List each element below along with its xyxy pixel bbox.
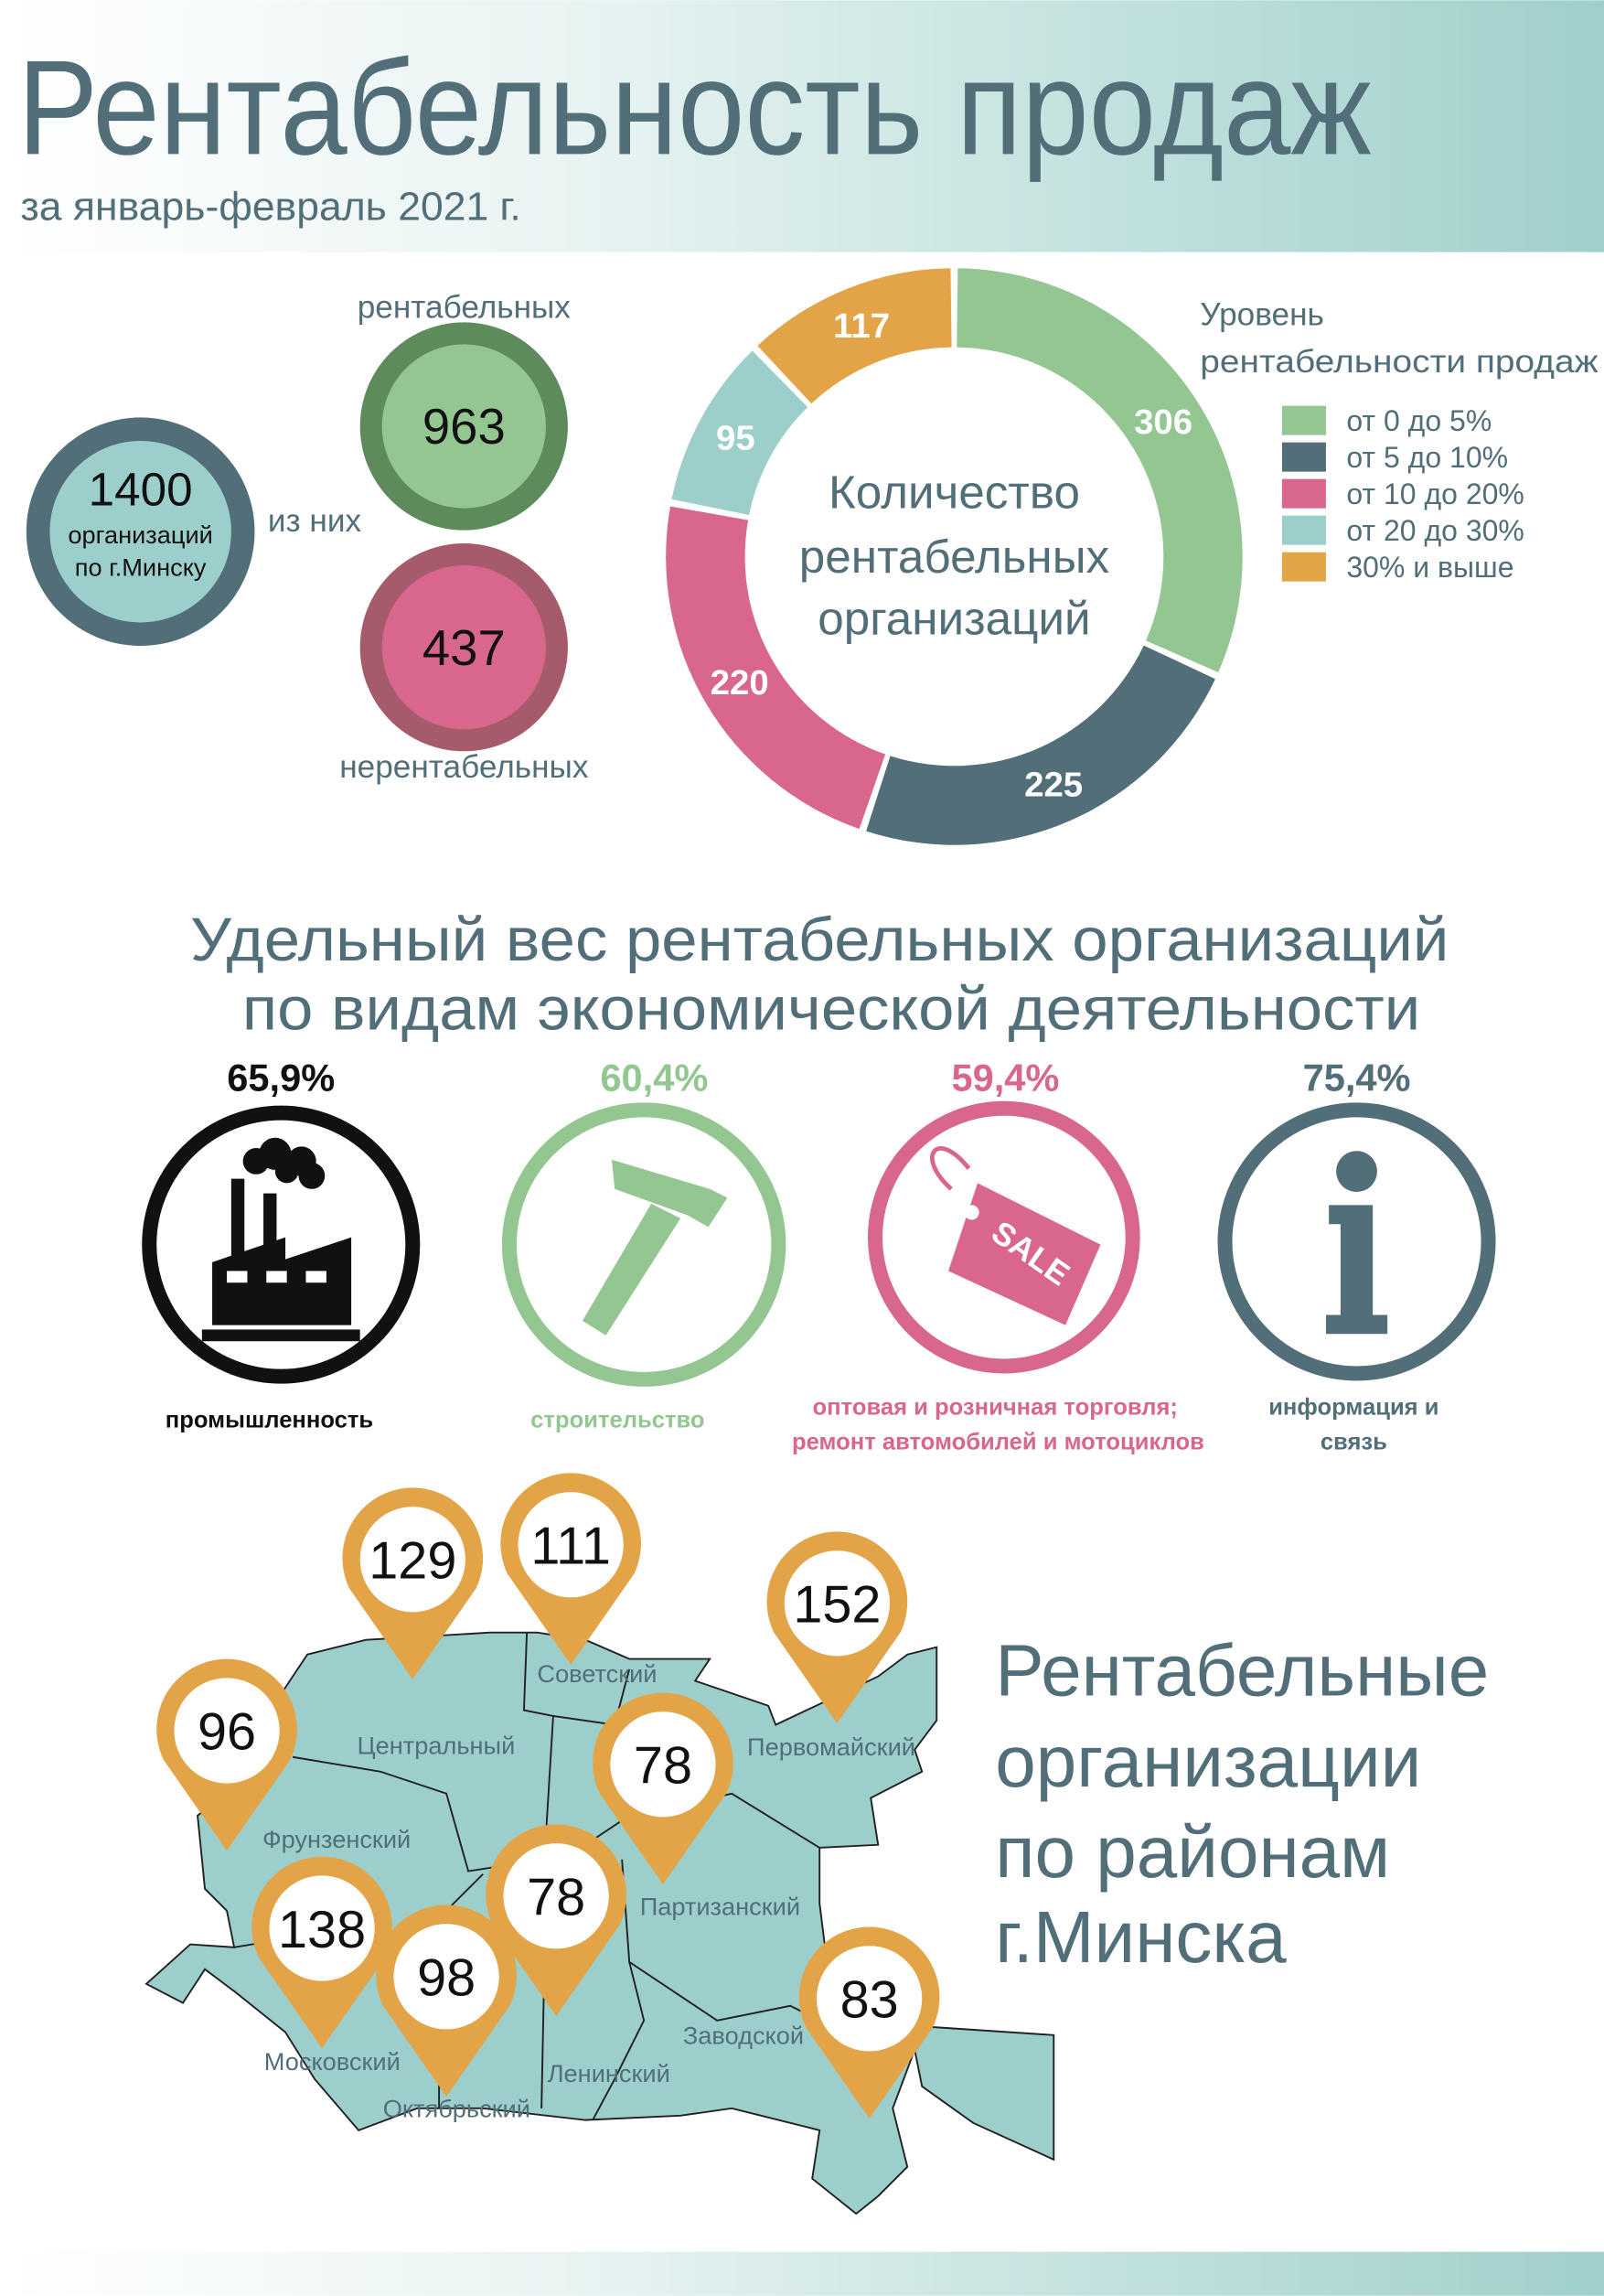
page-title: Рентабельность продаж	[17, 33, 1371, 183]
unprofitable-label: нерентабельных	[339, 749, 589, 785]
header-band	[0, 0, 1604, 252]
map-title-line-4: г.Минска	[995, 1896, 1287, 1978]
activity-label-1: оптовая и розничная торговля;	[813, 1394, 1178, 1420]
map-pin-icon: 138	[251, 1856, 392, 2049]
total-label-2: по г.Минску	[75, 553, 207, 581]
donut-center-text: Количество рентабельных организаций	[799, 467, 1110, 645]
map-pin-icon: 98	[376, 1904, 517, 2098]
map-pin-icon: 83	[798, 1926, 940, 2119]
total-organizations-circle: 1400 организаций по г.Минску	[26, 417, 255, 647]
hammer-icon	[582, 1159, 728, 1336]
district-value: 96	[198, 1703, 256, 1762]
map-pins: 129 111 152 96 78 78 138 98 83	[156, 1473, 940, 2119]
map-pin-icon: 78	[486, 1824, 626, 2017]
district-value: 152	[793, 1576, 881, 1635]
activity-label: строительство	[530, 1408, 704, 1433]
legend-title-2: рентабельности продаж	[1200, 344, 1599, 380]
donut-value-label: 117	[833, 306, 890, 346]
donut-center-line-3: организаций	[818, 592, 1090, 644]
donut-chart: 306 225 220 95 117	[666, 268, 1243, 845]
map-pin-icon: 96	[156, 1658, 297, 1851]
district-value: 129	[369, 1532, 456, 1591]
map-title-line-1: Рентабельные	[995, 1630, 1489, 1711]
page-subtitle: за январь-февраль 2021 г.	[20, 185, 520, 229]
unprofitable-value: 437	[422, 620, 506, 676]
activity-percent: 75,4%	[1303, 1057, 1411, 1100]
legend-label: от 10 до 20%	[1346, 477, 1524, 510]
activity-label-1: информация и	[1268, 1394, 1438, 1420]
activity-trade: 59,4% SALE оптовая и розничная торговля;…	[792, 1057, 1204, 1455]
legend-swatch	[1281, 515, 1326, 545]
profitable-circle: 963	[359, 322, 568, 531]
activity-title-2: по видам экономической деятельности	[242, 974, 1420, 1043]
district-value: 78	[634, 1737, 692, 1796]
profitable-value: 963	[422, 399, 506, 455]
footer-band	[0, 2251, 1604, 2296]
legend-label: 30% и выше	[1346, 551, 1513, 584]
legend-label: от 5 до 10%	[1346, 441, 1508, 474]
unprofitable-circle: 437	[359, 543, 568, 752]
total-value: 1400	[89, 463, 193, 515]
activity-percent: 59,4%	[951, 1057, 1059, 1100]
donut-center-line-1: Количество	[829, 467, 1080, 519]
district-label-partizansky: Партизанский	[640, 1893, 800, 1921]
donut-value-label: 220	[711, 663, 769, 703]
legend-label: от 20 до 30%	[1346, 514, 1524, 547]
district-label-sovetsky: Советский	[537, 1659, 657, 1688]
donut-value-label: 225	[1024, 766, 1083, 805]
district-value: 111	[530, 1518, 611, 1576]
total-label-1: организаций	[68, 520, 212, 549]
district-value: 138	[278, 1901, 366, 1959]
legend-swatch	[1281, 405, 1326, 435]
of-them-label: из них	[268, 503, 362, 539]
activity-label-2: ремонт автомобилей и мотоциклов	[792, 1430, 1204, 1455]
legend-swatch	[1281, 478, 1326, 509]
donut-segment	[866, 645, 1215, 845]
activity-information: 75,4% информация и связь	[1217, 1057, 1496, 1455]
sale-tag-icon: SALE	[930, 1146, 1101, 1325]
profitable-label: рентабельных	[358, 290, 572, 326]
donut-value-label: 306	[1134, 402, 1192, 442]
map-pin-icon: 111	[500, 1473, 641, 1665]
chart-legend: от 0 до 5% от 5 до 10%от 10 до 20% от 20 д…	[1281, 404, 1524, 584]
donut-segment	[666, 506, 886, 830]
legend-label: от 0 до 5%	[1346, 404, 1492, 437]
activity-percent: 60,4%	[600, 1057, 708, 1100]
legend-swatch	[1281, 442, 1326, 472]
factory-icon	[201, 1137, 360, 1342]
district-label-central: Центральный	[358, 1732, 516, 1760]
activity-label-2: связь	[1321, 1430, 1387, 1455]
district-value: 98	[417, 1949, 476, 2008]
donut-segment	[671, 350, 808, 515]
donut-center-line-2: рентабельных	[799, 531, 1110, 583]
map-pin-icon: 152	[766, 1531, 908, 1723]
legend-swatch	[1281, 552, 1326, 582]
legend-title-1: Уровень	[1200, 297, 1324, 333]
map-title: Рентабельные организации по районам г.Ми…	[995, 1630, 1489, 1978]
district-label-zavodskoy: Заводской	[683, 2021, 804, 2049]
map-title-line-2: организации	[995, 1721, 1421, 1802]
map-pin-icon: 129	[342, 1487, 484, 1679]
activity-industry: 65,9% промышленность	[142, 1057, 421, 1433]
district-label-moskovsky: Московский	[264, 2047, 401, 2076]
activity-construction: 60,4% строительство	[501, 1057, 786, 1433]
activity-percent: 65,9%	[227, 1057, 335, 1100]
district-label-pervomaisky: Первомайский	[747, 1733, 915, 1761]
district-value: 83	[840, 1971, 899, 2030]
activity-title-1: Удельный вес рентабельных организаций	[190, 906, 1449, 974]
district-value: 78	[527, 1869, 585, 1927]
district-label-frunzensky: Фрунзенский	[262, 1825, 411, 1853]
map-title-line-3: по районам	[995, 1811, 1390, 1893]
activity-label: промышленность	[166, 1408, 373, 1433]
map-pin-icon: 78	[593, 1692, 733, 1884]
donut-value-label: 95	[716, 418, 755, 457]
donut-segment	[757, 268, 952, 404]
district-label-oktyabrsky: Октябрьский	[383, 2094, 530, 2122]
info-icon	[1325, 1151, 1388, 1335]
donut-segment	[957, 268, 1243, 673]
district-label-leninsky: Ленинский	[548, 2059, 670, 2087]
